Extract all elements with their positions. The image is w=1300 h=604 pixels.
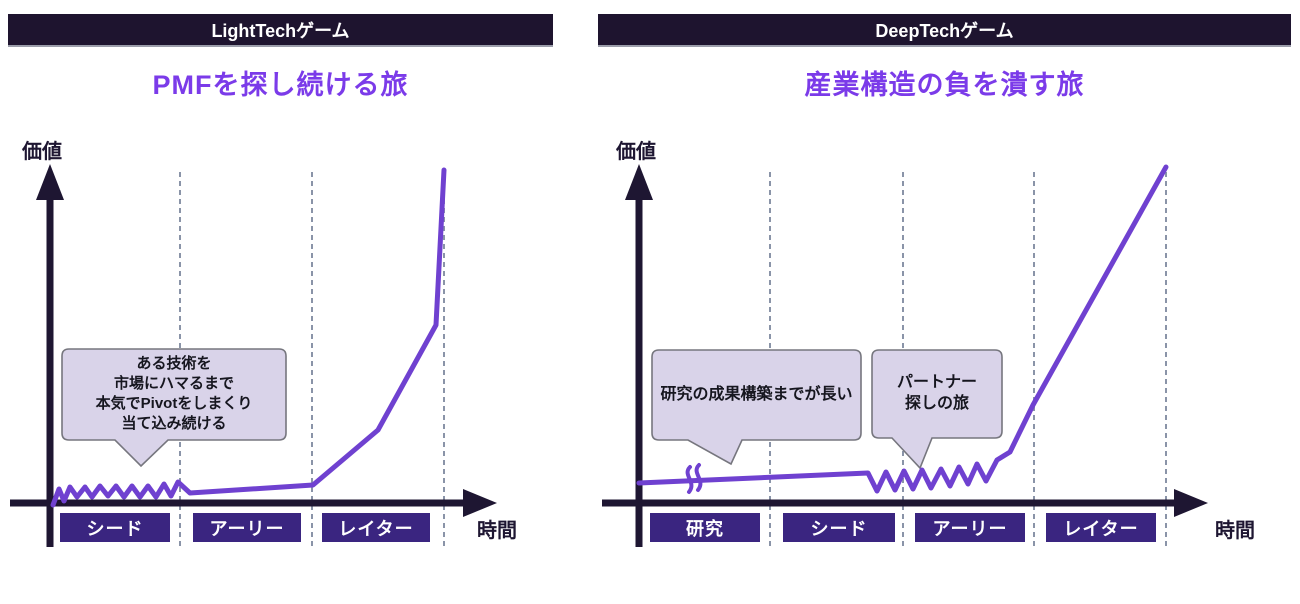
right-x-arrowhead — [1174, 489, 1208, 517]
right-y-arrowhead — [625, 164, 653, 200]
left-chart-title: PMFを探し続ける旅 — [152, 70, 409, 100]
callout-line: ある技術を — [136, 355, 212, 372]
right-chart-title: 産業構造の負を潰す旅 — [804, 70, 1085, 100]
left-x-axis-label: 時間 — [477, 520, 517, 542]
right-callout-text-research: 研究の成果構築までが長い — [652, 350, 861, 438]
right-axis-break-mark — [685, 463, 703, 494]
right-header-bar: DeepTechゲーム — [598, 14, 1291, 47]
right-axes — [602, 164, 1208, 547]
right-value-curve — [636, 164, 1169, 494]
phase-box-seed-left: シード — [60, 513, 170, 542]
callout-line: 市場にハマるまで — [113, 375, 234, 392]
phase-box-early-left: アーリー — [193, 513, 301, 542]
callout-line: 探しの旅 — [904, 395, 969, 412]
phase-box-later-right: レイター — [1046, 513, 1156, 542]
callout-line: 本気でPivotをしまくり — [95, 395, 253, 412]
right-callout-bubble-research — [651, 349, 862, 466]
phase-box-later-left: レイター — [322, 513, 430, 542]
callout-line: パートナー — [896, 374, 977, 391]
left-value-curve — [50, 167, 447, 508]
right-y-axis-label: 価値 — [616, 141, 656, 163]
left-y-axis-label: 価値 — [22, 141, 62, 163]
callout-line: 当て込み続ける — [121, 415, 227, 432]
left-chart-graphics — [10, 164, 497, 547]
right-chart-graphics — [602, 164, 1208, 547]
left-callout-bubble — [61, 348, 287, 468]
left-callout-text: ある技術を 市場にハマるまで 本気でPivotをしまくり 当て込み続ける — [62, 350, 286, 438]
callout-line: 研究の成果構築までが長い — [660, 385, 853, 403]
phase-box-research-right: 研究 — [650, 513, 760, 542]
left-x-arrowhead — [463, 489, 497, 517]
left-axes — [10, 164, 497, 547]
right-callout-bubble-partner — [871, 349, 1003, 470]
left-header-bar: LightTechゲーム — [8, 14, 553, 47]
left-y-arrowhead — [36, 164, 64, 200]
right-x-axis-label: 時間 — [1215, 520, 1255, 542]
phase-box-early-right: アーリー — [915, 513, 1025, 542]
phase-box-seed-right: シード — [783, 513, 895, 542]
right-callout-text-partner: パートナー 探しの旅 — [872, 350, 1002, 436]
